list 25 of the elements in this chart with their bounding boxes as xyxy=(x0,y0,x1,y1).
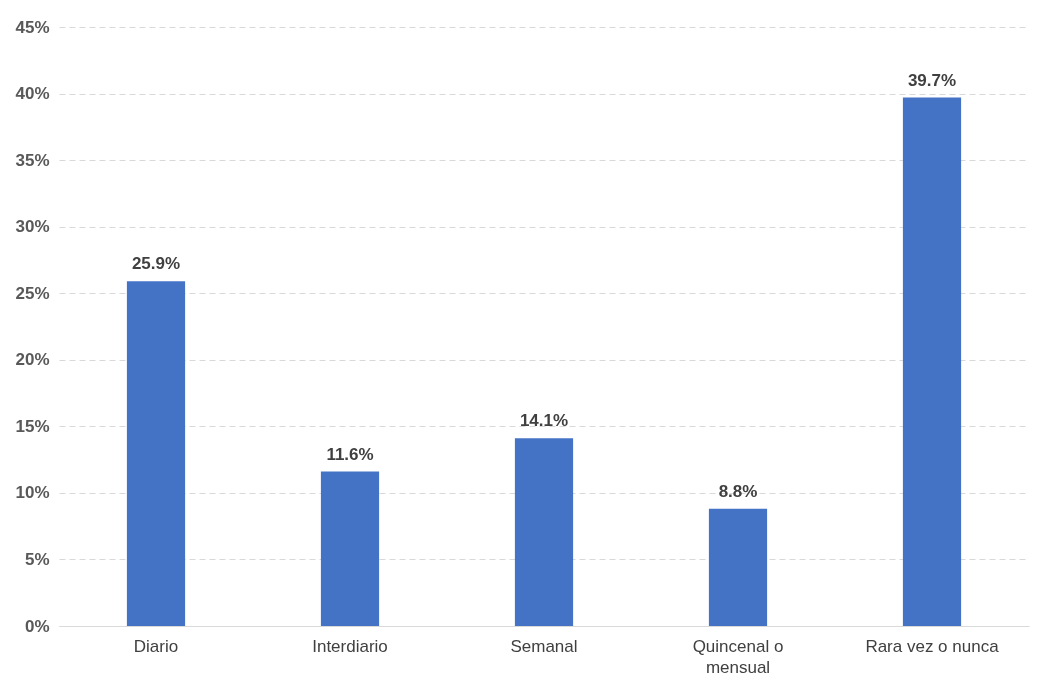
y-tick-label: 35% xyxy=(15,150,50,170)
y-tick-label: 25% xyxy=(15,283,50,303)
y-tick-label: 0% xyxy=(24,616,50,636)
data-label: 11.6% xyxy=(326,444,374,464)
x-tick-label: Rara vez o nunca xyxy=(865,636,1000,656)
x-tick-label: Semanal xyxy=(510,636,578,656)
data-label: 39.7% xyxy=(907,70,957,90)
bar xyxy=(126,281,186,626)
bar xyxy=(902,97,962,626)
bar xyxy=(514,438,574,626)
y-tick-label: 45% xyxy=(15,17,50,37)
bar xyxy=(708,508,768,626)
x-tick-label: Interdiario xyxy=(312,636,388,656)
data-label: 8.8% xyxy=(718,481,758,501)
y-tick-label: 30% xyxy=(15,217,50,237)
data-label: 14.1% xyxy=(519,411,569,431)
data-label: 25.9% xyxy=(131,254,181,274)
y-tick-label: 20% xyxy=(15,350,50,370)
y-tick-label: 10% xyxy=(15,483,50,503)
bar xyxy=(320,471,380,626)
y-tick-label: 5% xyxy=(24,549,50,569)
x-tick-label: Quincenal o mensual xyxy=(692,636,784,677)
y-tick-label: 40% xyxy=(15,84,50,104)
y-tick-label: 15% xyxy=(15,416,50,436)
x-tick-label: Diario xyxy=(133,636,179,656)
